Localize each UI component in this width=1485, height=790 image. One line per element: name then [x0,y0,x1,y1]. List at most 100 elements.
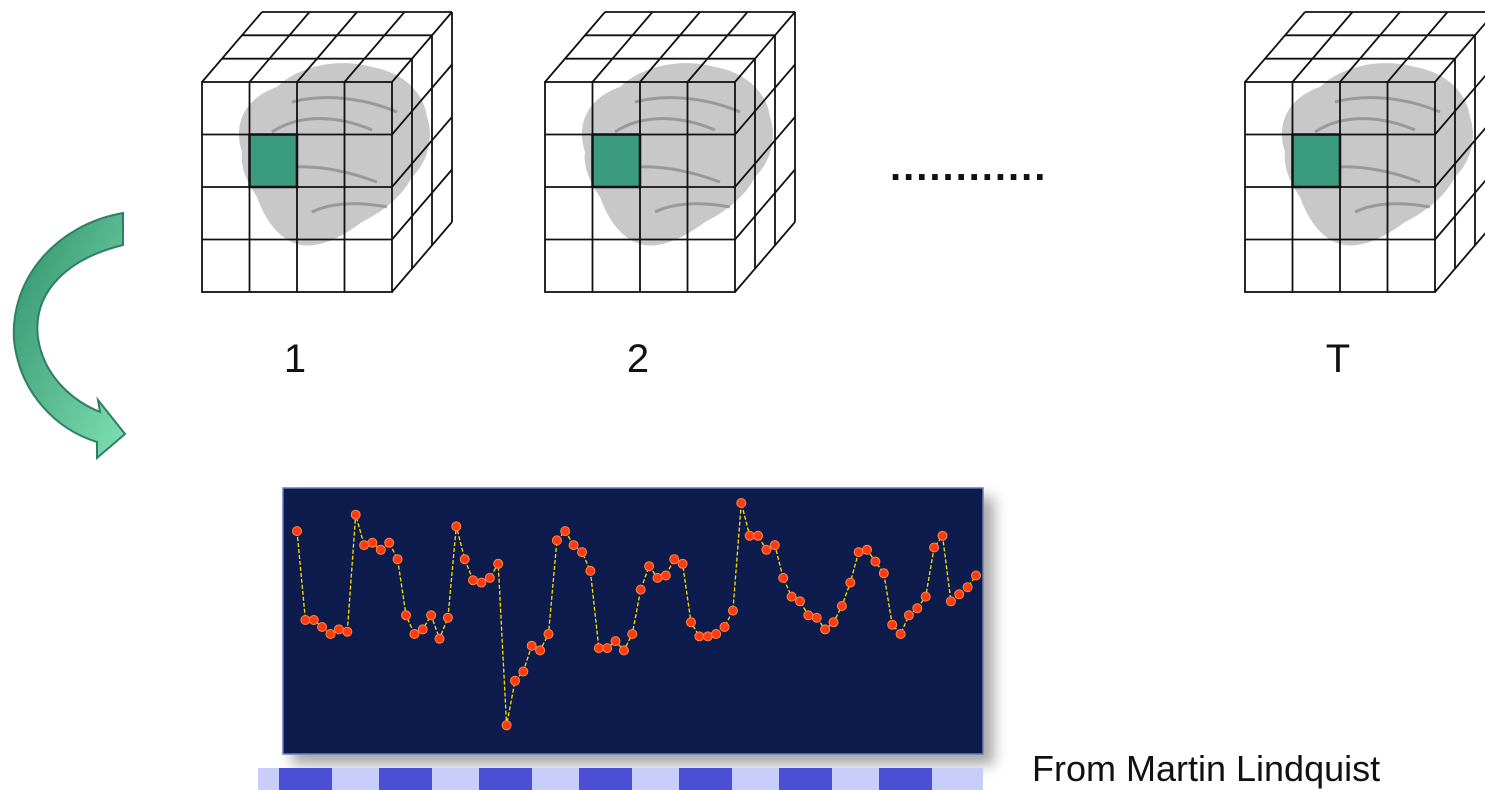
data-point [292,526,302,537]
timeseries-trace [292,498,981,731]
attribution-caption: From Martin Lindquist [1032,748,1381,789]
data-point [518,666,529,677]
timeseries-plot [282,487,984,755]
design-block-on [779,768,832,790]
data-point [560,526,571,537]
design-block-on [279,768,332,790]
selected-voxel [591,133,642,189]
data-point [434,633,445,644]
data-point [828,617,839,628]
data-point [727,605,738,616]
data-point [719,622,730,632]
data-point [585,565,596,576]
data-point [937,530,948,541]
data-point [786,591,797,602]
data-point [526,640,537,651]
data-point [493,558,504,569]
data-point [317,622,328,632]
data-point [484,572,495,583]
data-point [501,720,512,731]
data-point [694,631,705,642]
data-point [308,615,319,625]
brain-silhouette-icon [238,63,430,246]
data-point [392,554,403,565]
data-point [375,544,386,555]
data-point [669,554,680,565]
plot-background [282,487,984,755]
data-point [711,629,722,639]
data-point [677,558,688,569]
voxel-grid [201,11,453,293]
data-point [778,572,789,583]
data-point [761,544,772,555]
brain-silhouette-icon [581,63,773,246]
data-point [903,610,914,621]
data-point [870,556,881,567]
stimulus-design-bar [258,768,983,790]
volume-label: 1 [284,337,306,381]
data-point [593,643,604,654]
data-point [962,582,973,593]
data-point [451,521,462,532]
data-point [845,577,856,588]
data-point [744,530,755,541]
data-point [442,612,453,623]
data-point [820,624,831,635]
design-block-on [579,768,632,790]
brain-silhouette-icon [1281,63,1473,246]
data-point [618,645,629,656]
data-point [895,629,906,639]
data-point [920,591,931,602]
data-point [971,570,981,581]
data-point [686,617,696,628]
data-point [459,554,470,565]
data-point [342,626,353,637]
data-point [551,535,562,546]
data-point [577,547,587,558]
data-point [702,631,713,642]
data-point [644,561,655,572]
data-point [954,589,965,600]
data-point [367,537,378,548]
data-point [417,624,428,635]
data-point [795,596,805,607]
data-point [811,612,822,623]
data-point [627,629,638,639]
data-point [602,643,613,654]
data-point [610,636,621,647]
data-point [853,547,864,558]
data-point [753,530,763,541]
data-point [862,544,872,555]
data-point [543,629,554,639]
data-point [350,509,361,520]
data-point [325,629,336,639]
data-point [468,575,478,586]
brain-volume-1: 1 [201,11,453,381]
data-point [300,615,311,625]
data-point [736,498,747,508]
data-point [333,624,344,635]
data-point [568,540,579,551]
design-block-on [679,768,732,790]
data-point [803,610,814,621]
brain-volume-T: T [1244,11,1485,381]
data-point [652,572,663,583]
data-point [359,540,370,551]
design-block-on [879,768,932,790]
voxel-grid [1244,11,1485,293]
data-point [476,577,487,588]
selected-voxel [248,133,299,189]
design-block-on [379,768,432,790]
ellipsis: ............ [890,145,1047,189]
volume-label: T [1326,337,1350,381]
design-block-on [479,768,532,790]
data-point [929,542,940,553]
data-point [912,603,923,614]
data-point [945,596,956,607]
data-point [836,601,847,611]
data-point [409,629,420,639]
volume-label: 2 [627,337,649,381]
data-point [878,568,889,579]
selected-voxel [1291,133,1342,189]
